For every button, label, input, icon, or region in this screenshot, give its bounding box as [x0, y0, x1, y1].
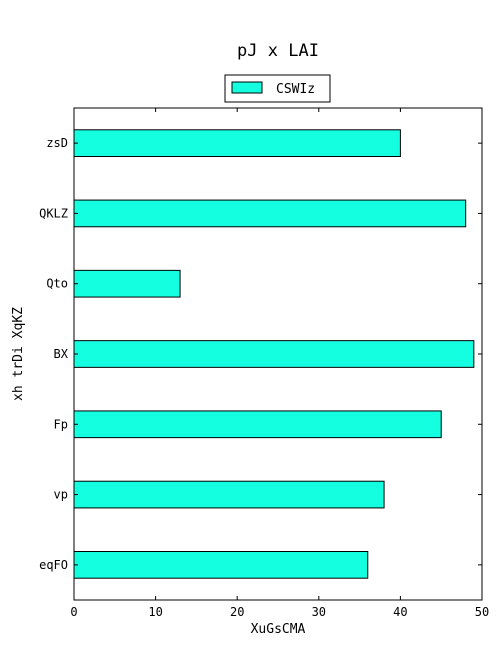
- x-tick-label: 20: [230, 605, 244, 619]
- legend-label: CSWIz: [276, 82, 315, 97]
- x-tick-label: 0: [70, 605, 77, 619]
- x-tick-label: 40: [393, 605, 407, 619]
- bar-zsD: [73, 129, 401, 157]
- y-tick-label: eqFO: [39, 558, 68, 572]
- y-tick-label: zsD: [46, 136, 68, 150]
- x-tick-label: 30: [312, 605, 326, 619]
- bar-eqFO: [73, 551, 369, 579]
- y-tick-label: Fp: [54, 417, 68, 431]
- bar-Qto: [73, 269, 181, 298]
- chart-title: pJ x LAI: [237, 41, 319, 61]
- bar-QKLZ: [73, 199, 467, 228]
- legend-swatch: [231, 81, 263, 94]
- bar-vp: [73, 480, 385, 509]
- bar-Fp: [73, 410, 442, 439]
- y-axis-label: xh trDi XqKZ: [11, 307, 26, 401]
- y-tick-label: BX: [54, 347, 69, 361]
- x-tick-labels: 0 10 20 30 40 50: [70, 108, 489, 619]
- x-tick-label: 50: [475, 605, 489, 619]
- y-tick-label: Qto: [46, 277, 68, 291]
- y-tick-labels: zsD QKLZ Qto BX Fp vp eqFO: [39, 136, 482, 572]
- y-tick-label: QKLZ: [39, 206, 68, 220]
- legend: CSWIz: [224, 74, 331, 103]
- plot-area: [73, 107, 483, 601]
- x-axis-label: XuGsCMA: [251, 622, 306, 637]
- x-tick-label: 10: [148, 605, 162, 619]
- y-tick-label: vp: [54, 488, 68, 502]
- bar-BX: [73, 340, 475, 368]
- bars-group: [73, 129, 475, 579]
